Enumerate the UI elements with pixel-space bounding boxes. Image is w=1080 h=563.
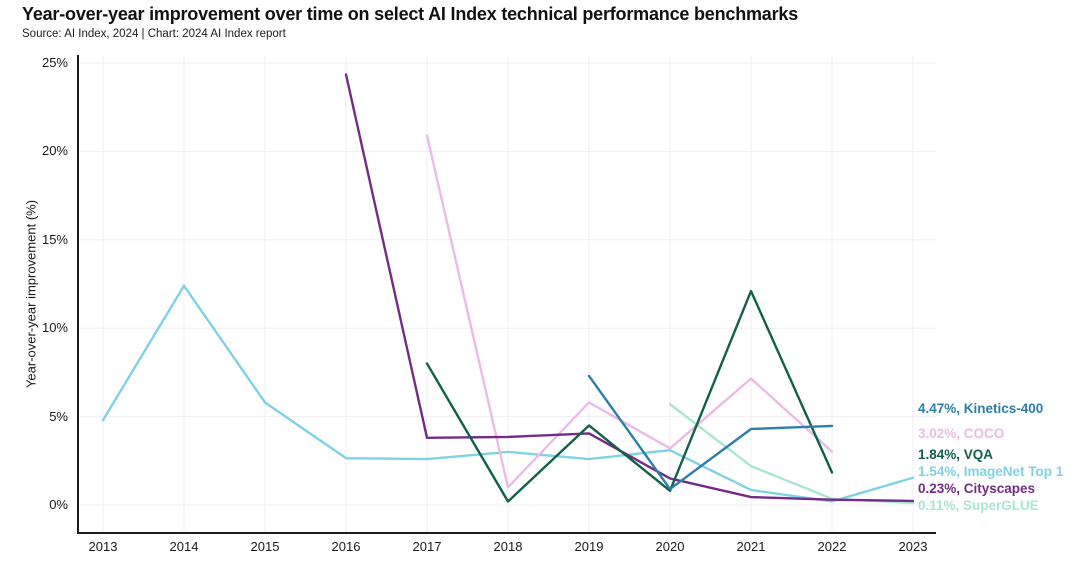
x-tick-label: 2021	[736, 539, 766, 554]
y-tick-label: 15%	[41, 231, 68, 247]
series-line-cityscapes	[344, 73, 915, 503]
x-tick-label: 2022	[817, 539, 847, 554]
y-tick-label: 25%	[41, 55, 68, 70]
legend-superglue: 0.11%, SuperGLUE	[918, 498, 1039, 513]
x-tick-label: 2014	[169, 539, 199, 554]
y-axis-title: Year-over-year improvement (%)	[23, 199, 39, 389]
y-tick-label: 5%	[49, 408, 68, 424]
series-line-imagenet-top-1	[101, 284, 915, 503]
chart-source: Source: AI Index, 2024 | Chart: 2024 AI …	[22, 28, 286, 40]
legend-cityscapes: 0.23%, Cityscapes	[918, 481, 1036, 496]
x-tick-label: 2020	[655, 539, 685, 554]
x-tick-label: 2023	[898, 539, 928, 554]
x-tick-label: 2018	[493, 539, 523, 554]
legend-coco: 3.02%, COCO	[918, 426, 1005, 442]
y-tick-label: 20%	[41, 143, 68, 159]
x-tick-label: 2016	[331, 539, 361, 554]
chart-title: Year-over-year improvement over time on …	[22, 4, 799, 24]
series-line-coco	[425, 134, 834, 489]
series-line-vqa	[425, 289, 834, 503]
x-tick-label: 2019	[574, 539, 604, 554]
x-tick-label: 2015	[250, 539, 280, 554]
legend-vqa: 1.84%, VQA	[918, 447, 994, 462]
chart-header: Year-over-year improvement over time on …	[22, 4, 798, 40]
x-tick-label: 2013	[88, 539, 118, 554]
y-tick-label: 10%	[41, 320, 68, 336]
series-line-kinetics-400	[587, 374, 834, 491]
legend-imagenet-top-1: 1.54%, ImageNet Top 1	[918, 464, 1064, 479]
y-tick-label: 0%	[49, 497, 68, 512]
legend-kinetics-400: 4.47%, Kinetics-400	[918, 400, 1044, 416]
x-tick-label: 2017	[412, 539, 442, 554]
